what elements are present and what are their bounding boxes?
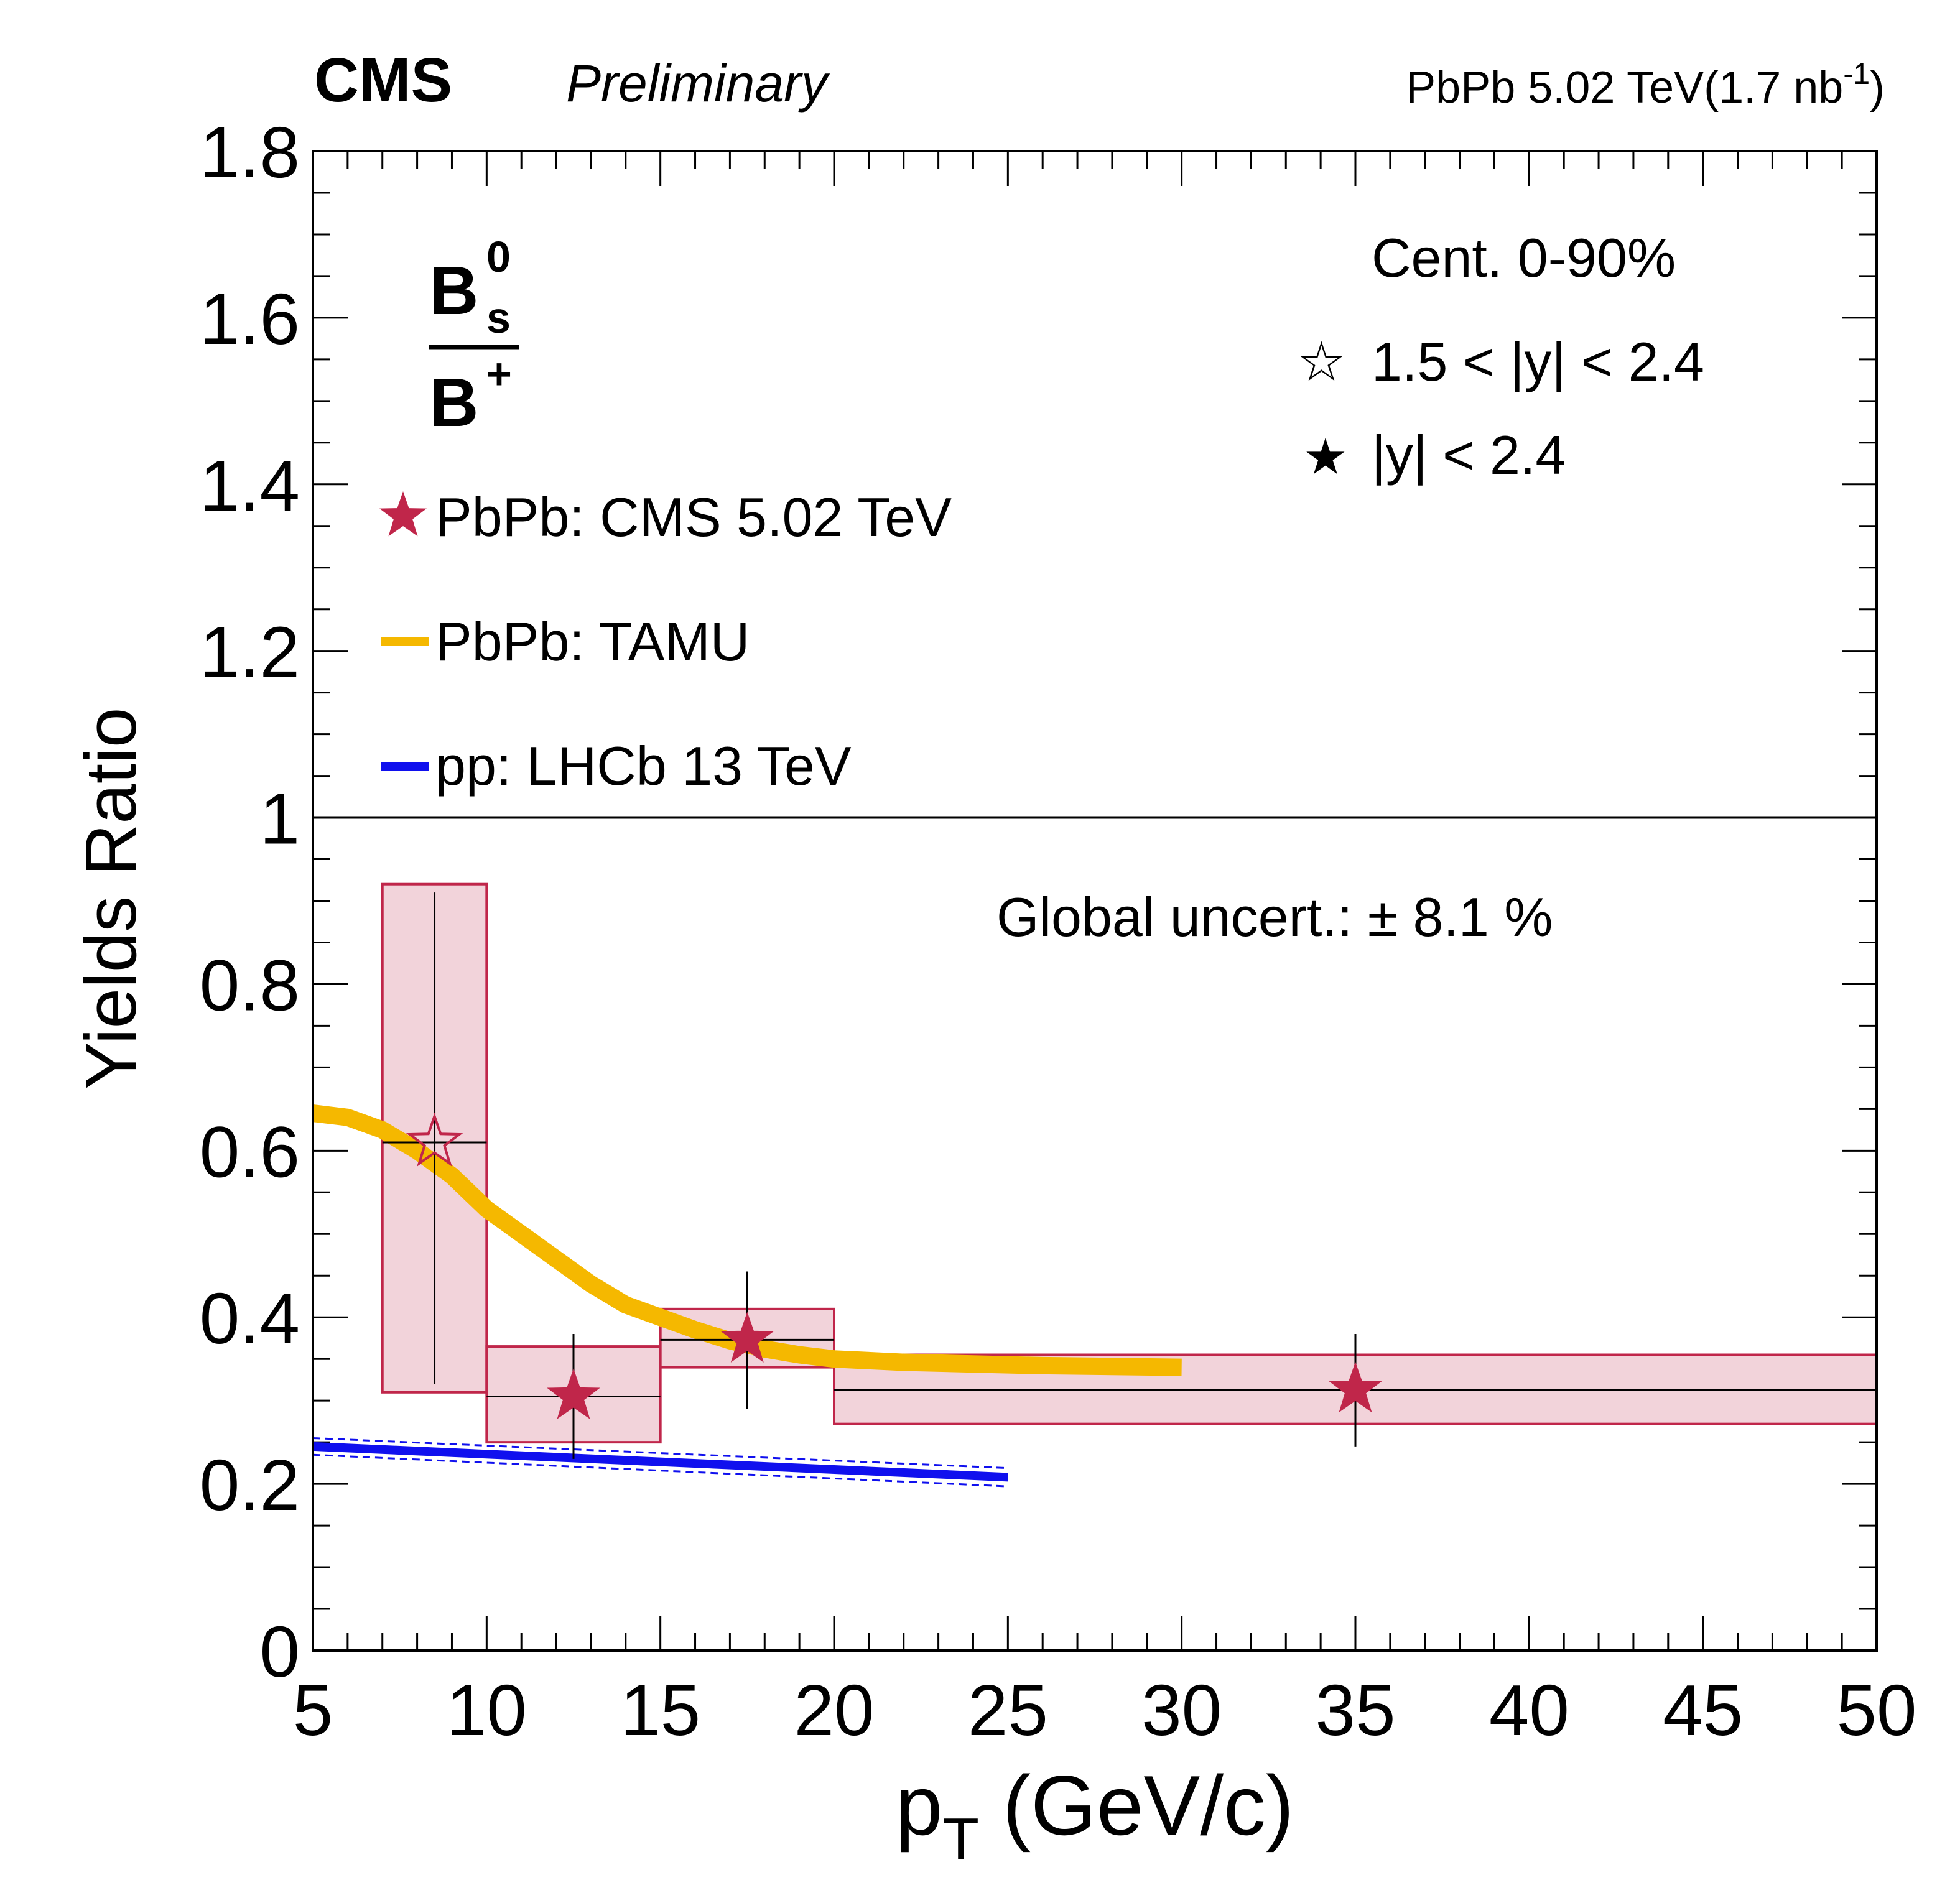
y-tick-label: 0.6 xyxy=(200,1111,300,1192)
status-label: Preliminary xyxy=(566,54,830,113)
lhcb-band-lower xyxy=(312,1453,1008,1488)
open-star-symbol: ☆ xyxy=(1297,331,1346,392)
x-tick-label: 25 xyxy=(968,1670,1048,1751)
ratio-label: B 0 s B + xyxy=(429,233,519,441)
x-tick-label: 20 xyxy=(794,1670,874,1751)
y-tick-label: 1.6 xyxy=(200,279,300,359)
tamu-curve xyxy=(312,1104,1182,1376)
x-axis-title: pT (GeV/c) xyxy=(896,1758,1294,1873)
y-axis-title: Yields Ratio xyxy=(70,708,151,1090)
y-tick-label: 0.8 xyxy=(200,945,300,1026)
y-tick-label: 1.4 xyxy=(200,445,300,526)
legend-tamu-label: PbPb: TAMU xyxy=(435,611,750,672)
tamu-line xyxy=(312,1104,1182,1376)
x-tick-label: 50 xyxy=(1836,1670,1916,1751)
x-tick-label: 35 xyxy=(1315,1670,1395,1751)
legend-lhcb-label: pp: LHCb 13 TeV xyxy=(435,735,852,797)
legend-cms-marker xyxy=(379,491,427,537)
numerator-subscript: s xyxy=(486,294,511,342)
y-tick-label: 1.8 xyxy=(200,112,300,193)
y-tick-label: 0.4 xyxy=(200,1278,300,1359)
cms-point-filled-star xyxy=(547,1368,600,1419)
x-tick-label: 30 xyxy=(1141,1670,1222,1751)
cms-point-filled-star xyxy=(1329,1361,1382,1413)
filled-star-rapidity-text: |y| < 2.4 xyxy=(1372,424,1566,486)
legend: PbPb: CMS 5.02 TeV PbPb: TAMU pp: LHCb 1… xyxy=(379,486,952,797)
centrality-text: Cent. 0-90% xyxy=(1372,227,1676,289)
x-tick-label: 10 xyxy=(447,1670,527,1751)
open-star-rapidity-text: 1.5 < |y| < 2.4 xyxy=(1372,331,1704,392)
global-uncertainty-text: Global uncert.: ± 8.1 % xyxy=(996,886,1553,948)
denominator-superscript: + xyxy=(486,350,512,398)
x-tick-label: 5 xyxy=(293,1670,333,1751)
lhcb-curve xyxy=(312,1437,1008,1488)
numerator-main: B xyxy=(429,252,478,329)
y-tick-label: 0 xyxy=(259,1611,300,1692)
lhcb-band-upper xyxy=(312,1437,1008,1470)
y-tick-label: 1.2 xyxy=(200,612,300,693)
plot-frame xyxy=(312,150,1878,1652)
y-tick-label: 0.2 xyxy=(200,1445,300,1526)
luminosity-label: PbPb 5.02 TeV(1.7 nb-1) xyxy=(1406,58,1885,113)
axis-ticks xyxy=(312,150,1878,1652)
legend-cms-label: PbPb: CMS 5.02 TeV xyxy=(435,486,952,548)
x-tick-label: 45 xyxy=(1663,1670,1743,1751)
x-tick-label: 15 xyxy=(620,1670,700,1751)
x-tick-label: 40 xyxy=(1489,1670,1569,1751)
experiment-label: CMS xyxy=(314,45,452,115)
cms-point-filled-star xyxy=(720,1312,774,1363)
y-tick-label: 1 xyxy=(259,779,300,859)
cms-points xyxy=(382,892,1877,1459)
numerator-superscript: 0 xyxy=(486,233,511,281)
lhcb-line xyxy=(312,1442,1008,1482)
cms-point-open-star xyxy=(406,1112,463,1167)
tick-labels: 5 10 15 20 25 30 35 40 45 50 0 0.2 0.4 0.6 0.8 1 1.2 1.4 1… xyxy=(200,112,1917,1751)
denominator-main: B xyxy=(429,364,478,441)
filled-star-symbol: ★ xyxy=(1303,429,1348,484)
